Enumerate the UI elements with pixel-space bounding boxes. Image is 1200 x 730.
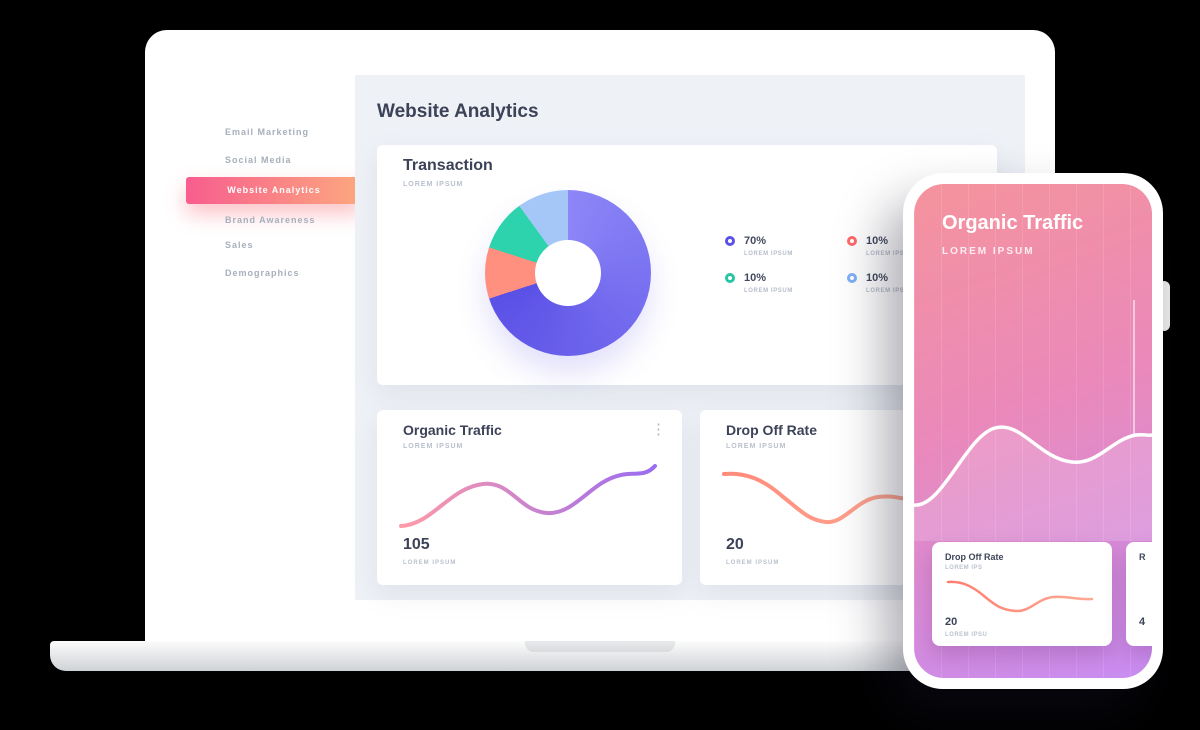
phone-page-title: Organic Traffic: [942, 212, 1084, 234]
phone-dropoff-card: Drop Off Rate LOREM IPS 20 LOREM IPSU: [932, 542, 1112, 646]
phone-card-value: 20: [945, 616, 958, 628]
legend-ring-teal-icon: [725, 273, 735, 283]
legend-item: 10% LOREM IPSUM: [847, 272, 915, 294]
legend-label: LOREM IPSUM: [866, 288, 915, 294]
phone-screen: Organic Traffic LOREM IPSUM Drop Off Rat…: [914, 184, 1152, 678]
legend-item: 10% LOREM IPSUM: [725, 272, 793, 294]
sidebar-item-email-marketing[interactable]: Email Marketing: [225, 127, 310, 137]
phone-line-chart: [914, 300, 1152, 541]
phone-card-value-label: LOREM IPSU: [945, 632, 988, 638]
phone-card-title: R: [1139, 552, 1146, 562]
phone-card-value: 4: [1139, 616, 1146, 628]
organic-line-chart: [399, 464, 657, 528]
legend-value: 10%: [866, 272, 889, 284]
sidebar-item-social-media[interactable]: Social Media: [225, 155, 292, 165]
phone-page-subtitle: LOREM IPSUM: [942, 246, 1035, 257]
legend-ring-blue-icon: [847, 273, 857, 283]
sidebar-item-website-analytics[interactable]: Website Analytics: [186, 177, 362, 204]
organic-traffic-card: Organic Traffic LOREM IPSUM ⋮ 105 LOREM …: [377, 410, 682, 585]
transaction-card-title: Transaction: [403, 157, 493, 174]
sidebar-item-brand-awareness[interactable]: Brand Awareness: [225, 215, 316, 225]
phone-mockup: Organic Traffic LOREM IPSUM Drop Off Rat…: [903, 173, 1163, 689]
phone-partial-card: R 4: [1126, 542, 1152, 646]
kebab-menu-icon[interactable]: ⋮: [651, 421, 666, 438]
phone-card-title: Drop Off Rate: [945, 552, 1004, 562]
donut-chart: [485, 190, 651, 356]
page-title: Website Analytics: [377, 101, 539, 122]
dropoff-card-subtitle: LOREM IPSUM: [726, 443, 787, 450]
dropoff-metric-label: LOREM IPSUM: [726, 560, 780, 566]
sidebar: Email Marketing Social Media Website Ana…: [175, 75, 362, 600]
legend-value: 70%: [744, 235, 767, 247]
organic-card-title: Organic Traffic: [403, 422, 502, 438]
phone-card-subtitle: LOREM IPS: [945, 565, 983, 571]
legend-value: 10%: [866, 235, 889, 247]
legend-label: LOREM IPSUM: [744, 251, 793, 257]
transaction-card-subtitle: LOREM IPSUM: [403, 181, 464, 188]
laptop-notch: [525, 641, 675, 652]
legend-value: 10%: [744, 272, 767, 284]
organic-metric-label: LOREM IPSUM: [403, 560, 457, 566]
legend-label: LOREM IPSUM: [866, 251, 915, 257]
organic-metric-value: 105: [403, 536, 430, 553]
phone-mini-line-chart: [946, 580, 1094, 613]
legend-ring-purple-icon: [725, 236, 735, 246]
legend-item: 10% LOREM IPSUM: [847, 235, 915, 257]
legend-label: LOREM IPSUM: [744, 288, 793, 294]
organic-card-subtitle: LOREM IPSUM: [403, 443, 464, 450]
dropoff-card-title: Drop Off Rate: [726, 422, 817, 438]
legend-ring-red-icon: [847, 236, 857, 246]
sidebar-item-demographics[interactable]: Demographics: [225, 268, 300, 278]
sidebar-item-sales[interactable]: Sales: [225, 240, 254, 250]
transaction-card: Transaction LOREM IPSUM 70% LOREM IPSUM …: [377, 145, 997, 385]
dropoff-metric-value: 20: [726, 536, 744, 553]
legend-item: 70% LOREM IPSUM: [725, 235, 793, 257]
